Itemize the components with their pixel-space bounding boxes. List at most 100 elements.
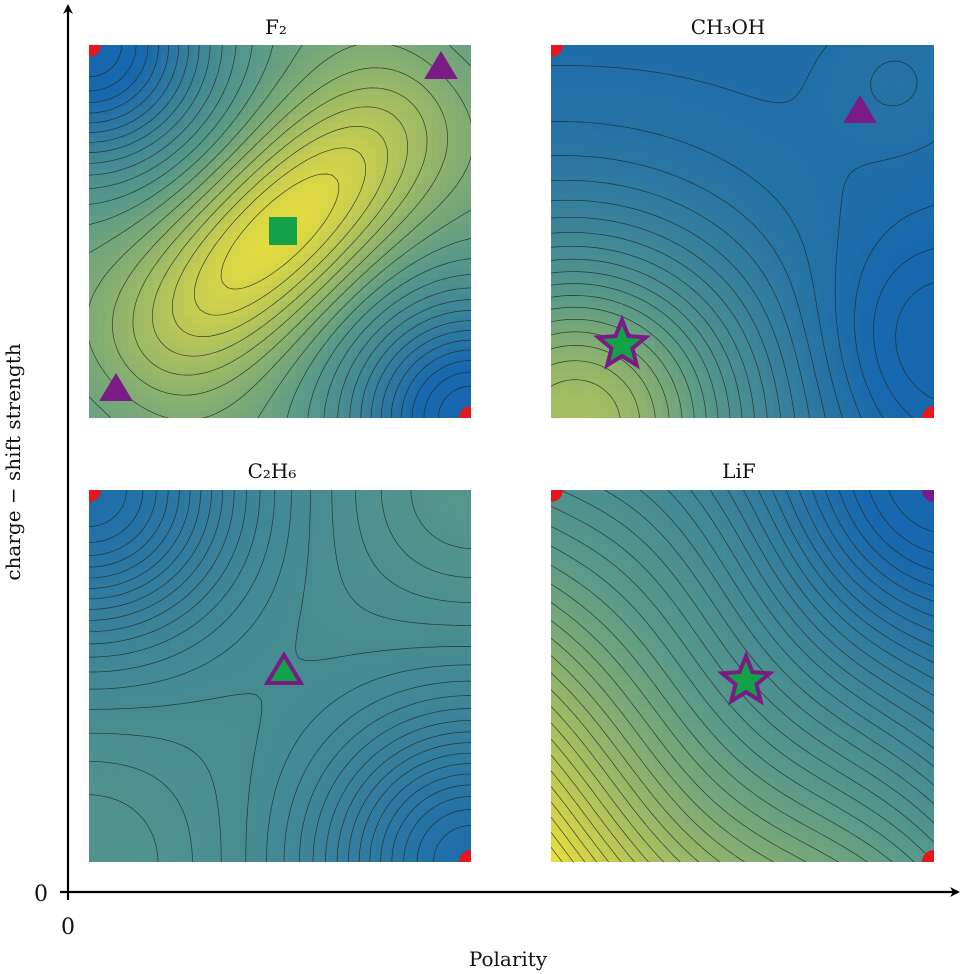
heatmap-cell: [910, 153, 919, 163]
heatmap-cell: [144, 60, 154, 69]
heatmap-cell: [726, 91, 736, 100]
heatmap-cell: [176, 394, 186, 404]
heatmap-cell: [89, 231, 98, 240]
heatmap-cell: [232, 379, 241, 388]
heatmap-cell: [734, 91, 744, 100]
heatmap-cell: [407, 513, 416, 522]
heatmap-cell: [423, 122, 432, 132]
heatmap-cell: [646, 177, 656, 186]
heatmap-cell: [144, 332, 154, 341]
heatmap-cell: [168, 153, 178, 163]
heatmap-cell: [327, 386, 337, 396]
heatmap-cell: [646, 52, 656, 62]
heatmap-cell: [399, 505, 408, 514]
heatmap-cell: [742, 60, 752, 69]
heatmap-cell: [782, 262, 791, 271]
heatmap-cell: [224, 52, 233, 62]
heatmap-cell: [886, 161, 895, 170]
heatmap-cell: [447, 177, 456, 186]
heatmap-cell: [854, 239, 863, 248]
heatmap-cell: [256, 497, 265, 507]
heatmap-cell: [670, 371, 680, 380]
heatmap-cell: [846, 192, 855, 202]
heatmap-cell: [295, 208, 305, 217]
heatmap-cell: [806, 161, 815, 170]
heatmap-cell: [200, 513, 209, 522]
heatmap-cell: [407, 332, 416, 341]
heatmap-cell: [447, 270, 456, 279]
heatmap-cell: [351, 293, 361, 303]
heatmap-cell: [742, 379, 752, 388]
heatmap-cell: [790, 410, 799, 418]
heatmap-cell: [463, 52, 471, 62]
heatmap-cell: [319, 513, 329, 522]
heatmap-cell: [718, 254, 728, 264]
heatmap-cell: [790, 107, 799, 116]
heatmap-cell: [926, 223, 934, 233]
heatmap-cell: [798, 76, 807, 85]
heatmap-cell: [232, 184, 241, 194]
heatmap-cell: [622, 169, 632, 178]
heatmap-cell: [343, 169, 353, 178]
heatmap-cell: [798, 177, 807, 186]
heatmap-cell: [686, 278, 696, 287]
heatmap-cell: [654, 309, 664, 318]
heatmap-cell: [327, 153, 337, 163]
heatmap-cell: [351, 278, 361, 287]
heatmap-cell: [574, 410, 584, 418]
heatmap-cell: [287, 122, 297, 132]
marker-circle-red: [89, 45, 101, 57]
heatmap-cell: [902, 153, 911, 163]
heatmap-cell: [566, 91, 576, 100]
heatmap-cell: [790, 161, 799, 170]
heatmap-cell: [551, 340, 560, 349]
heatmap-cell: [742, 254, 752, 264]
heatmap-cell: [622, 371, 632, 380]
heatmap-cell: [558, 130, 568, 139]
heatmap-cell: [766, 91, 776, 100]
heatmap-cell: [415, 293, 424, 303]
heatmap-cell: [790, 231, 799, 240]
heatmap-cell: [726, 138, 736, 147]
heatmap-cell: [654, 355, 664, 365]
heatmap-cell: [678, 83, 688, 93]
heatmap-cell: [287, 68, 297, 77]
heatmap-cell: [264, 301, 273, 310]
heatmap-cell: [774, 146, 783, 155]
heatmap-cell: [319, 301, 329, 310]
heatmap-cell: [256, 340, 265, 349]
heatmap-cell: [136, 316, 146, 326]
heatmap-cell: [176, 52, 186, 62]
heatmap-cell: [168, 324, 178, 334]
heatmap-cell: [112, 528, 122, 538]
heatmap-cell: [136, 497, 146, 507]
heatmap-cell: [327, 254, 337, 264]
heatmap-cell: [303, 177, 313, 186]
heatmap-cell: [902, 138, 911, 147]
heatmap-cell: [311, 114, 321, 124]
heatmap-cell: [192, 285, 202, 295]
heatmap-cell: [782, 316, 791, 326]
heatmap-cell: [742, 184, 752, 194]
heatmap-cell: [89, 130, 98, 139]
heatmap-cell: [838, 386, 847, 396]
heatmap-cell: [662, 99, 672, 108]
heatmap-cell: [654, 332, 664, 341]
heatmap-cell: [160, 490, 170, 499]
heatmap-cell: [280, 536, 289, 545]
heatmap-cell: [918, 348, 927, 357]
heatmap-cell: [686, 355, 696, 365]
heatmap-cell: [726, 278, 736, 287]
heatmap-cell: [311, 146, 321, 155]
heatmap-cell: [726, 153, 736, 163]
heatmap-cell: [208, 270, 217, 279]
heatmap-cell: [782, 99, 791, 108]
heatmap-cell: [112, 262, 122, 271]
heatmap-cell: [846, 161, 855, 170]
heatmap-cell: [447, 278, 456, 287]
heatmap-cell: [399, 402, 408, 411]
heatmap-cell: [902, 122, 911, 132]
heatmap-cell: [240, 316, 249, 326]
heatmap-cell: [886, 45, 895, 54]
heatmap-cell: [240, 114, 249, 124]
